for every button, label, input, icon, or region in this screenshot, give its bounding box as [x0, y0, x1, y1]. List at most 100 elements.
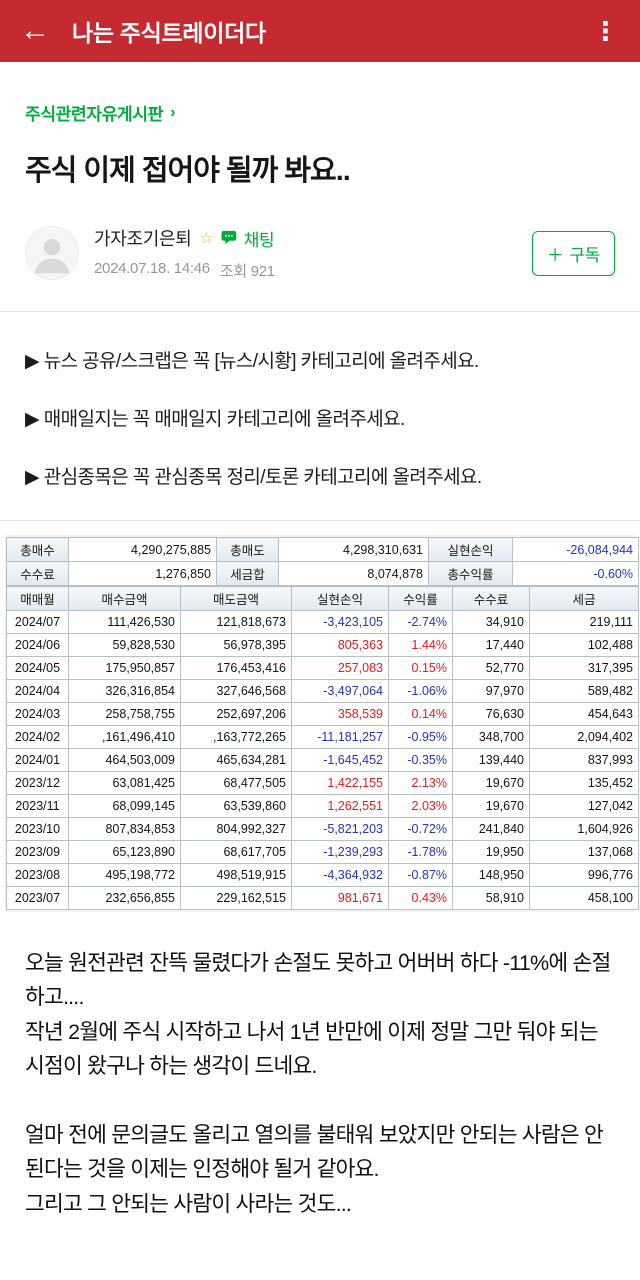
- table-row: 2024/05 175,950,857 176,453,416 257,083 0.15…: [6, 656, 639, 680]
- value-cell: -0.35%: [388, 748, 453, 772]
- notice-line: ▶ 뉴스 공유/스크랩은 꼭 [뉴스/시황] 카테고리에 올려주세요.: [25, 351, 479, 372]
- month-cell: 2024/06: [6, 633, 69, 657]
- value-cell: 348,700: [452, 725, 530, 749]
- value-cell: 0.43%: [388, 886, 453, 910]
- table-header-row: 매매월 매수금액 매도금액 실현손익 수익률 수수료 세금: [6, 586, 639, 611]
- value-cell: 19,670: [452, 794, 530, 818]
- value-cell: -4,364,932: [291, 863, 389, 887]
- month-cell: 2023/07: [6, 886, 69, 910]
- value-cell: 19,950: [452, 840, 530, 864]
- divider: [0, 520, 640, 521]
- value-cell: 804,992,327: [180, 817, 292, 841]
- table-row: 2023/09 65,123,890 68,617,705 -1,239,293 -1.…: [6, 840, 639, 864]
- value-cell: 241,840: [452, 817, 530, 841]
- chat-label: 채팅: [243, 230, 275, 250]
- summary-label-cell: 세금합: [216, 561, 279, 586]
- summary-row: 수수료 1,276,850 세금합 8,074,878 총수익률 -0.60%: [6, 561, 639, 586]
- value-cell: 102,488: [529, 633, 639, 657]
- value-cell: 1,422,155: [291, 771, 389, 795]
- table-row: 2024/03 258,758,755 252,697,206 358,539 0.14…: [6, 702, 639, 726]
- summary-value-cell: 8,074,878: [278, 561, 429, 586]
- table-row: 2023/07 232,656,855 229,162,515 981,671 0.43…: [6, 886, 639, 910]
- value-cell: 19,670: [452, 771, 530, 795]
- value-cell: 175,950,857: [68, 656, 181, 680]
- value-cell: 589,482: [529, 679, 639, 703]
- monthly-table: 매매월 매수금액 매도금액 실현손익 수익률 수수료 세금 2024/07 111,426,5…: [6, 586, 639, 910]
- value-cell: -1.06%: [388, 679, 453, 703]
- author-name[interactable]: 가자조기은퇴: [94, 229, 192, 249]
- chevron-right-icon: ›: [170, 103, 176, 121]
- value-cell: 1.44%: [388, 633, 453, 657]
- value-cell: -0.72%: [388, 817, 453, 841]
- summary-label-cell: 실현손익: [428, 537, 513, 562]
- notice-line: ▶ 관심종목은 꼭 관심종목 정리/토론 카테고리에 올려주세요.: [25, 467, 482, 488]
- value-cell: 63,081,425: [68, 771, 181, 795]
- table-row: 2024/07 111,426,530 121,818,673 -3,423,105-…: [6, 610, 639, 634]
- column-header: 수수료: [452, 586, 530, 611]
- value-cell: -3,423,105: [291, 610, 389, 634]
- month-cell: 2024/02: [6, 725, 69, 749]
- value-cell: 495,198,772: [68, 863, 181, 887]
- value-cell: 458,100: [529, 886, 639, 910]
- app-bar: ← 나는 주식트레이더다 ⋮: [0, 0, 640, 62]
- table-row: 2023/12 63,081,425 68,477,505 1,422,155 2.13…: [6, 771, 639, 795]
- column-header: 매수금액: [68, 586, 181, 611]
- value-cell: 358,539: [291, 702, 389, 726]
- summary-value-cell: 4,298,310,631: [278, 537, 429, 562]
- table-row: 2023/08 495,198,772 498,519,915 -4,364,932-…: [6, 863, 639, 887]
- summary-label-cell: 총매수: [6, 537, 69, 562]
- person-icon: [26, 227, 78, 279]
- value-cell: -0.95%: [388, 725, 453, 749]
- post-body: 오늘 원전관련 잔뜩 물렸다가 손절도 못하고 어버버 하다 -11%에 손절하…: [25, 946, 615, 1221]
- value-cell: 176,453,416: [180, 656, 292, 680]
- column-header: 세금: [529, 586, 639, 611]
- value-cell: 1,604,926: [529, 817, 639, 841]
- month-cell: 2024/05: [6, 656, 69, 680]
- value-cell: 1,262,551: [291, 794, 389, 818]
- more-options-icon[interactable]: ⋮: [592, 15, 618, 46]
- value-cell: 137,068: [529, 840, 639, 864]
- value-cell: -3,497,064: [291, 679, 389, 703]
- trading-summary-table: 총매수 4,290,275,885 총매도 4,298,310,631 실현손익 -26,…: [5, 535, 639, 912]
- value-cell: 58,910: [452, 886, 530, 910]
- month-cell: 2024/04: [6, 679, 69, 703]
- main-table-body: 2024/07 111,426,530 121,818,673 -3,423,105-…: [6, 610, 639, 910]
- value-cell: -0.87%: [388, 863, 453, 887]
- plus-icon: ＋: [546, 245, 564, 265]
- back-arrow-icon[interactable]: ←: [20, 14, 50, 47]
- avatar[interactable]: [25, 226, 79, 280]
- summary-row: 총매수 4,290,275,885 총매도 4,298,310,631 실현손익 -26,…: [6, 537, 639, 562]
- month-cell: 2024/07: [6, 610, 69, 634]
- post-views: 조회 921: [219, 263, 275, 280]
- author-row: 가자조기은퇴 ☆ 채팅 2024.07.18. 14:46 조회 921: [25, 225, 615, 281]
- summary-label-cell: 수수료: [6, 561, 69, 586]
- summary-label-cell: 총수익률: [428, 561, 513, 586]
- notice-list: ▶ 뉴스 공유/스크랩은 꼭 [뉴스/시황] 카테고리에 올려주세요. ▶ 매매일…: [25, 346, 615, 489]
- column-header: 매도금액: [180, 586, 292, 611]
- star-icon: ☆: [199, 230, 213, 247]
- chat-button[interactable]: 채팅: [221, 226, 275, 251]
- value-cell: 0.14%: [388, 702, 453, 726]
- post-date: 2024.07.18. 14:46: [94, 260, 210, 277]
- value-cell: ,161,496,410: [68, 725, 181, 749]
- value-cell: 34,910: [452, 610, 530, 634]
- body-paragraph: 얼마 전에 문의글도 올리고 열의를 불태워 보았지만 안되는 사람은 안된다는…: [25, 1122, 604, 1182]
- table-row: 2024/06 59,828,530 56,978,395 805,363 1.44% 1…: [6, 633, 639, 657]
- value-cell: 807,834,853: [68, 817, 181, 841]
- subscribe-button[interactable]: ＋ 구독: [531, 230, 615, 276]
- value-cell: -1,645,452: [291, 748, 389, 772]
- value-cell: 326,316,854: [68, 679, 181, 703]
- value-cell: 68,477,505: [180, 771, 292, 795]
- value-cell: 465,634,281: [180, 748, 292, 772]
- value-cell: 17,440: [452, 633, 530, 657]
- table-row: 2023/10 807,834,853 804,992,327 -5,821,203-…: [6, 817, 639, 841]
- author-meta: 가자조기은퇴 ☆ 채팅 2024.07.18. 14:46 조회 921: [94, 225, 532, 281]
- breadcrumb[interactable]: 주식관련자유게시판 ›: [25, 100, 175, 125]
- value-cell: 121,818,673: [180, 610, 292, 634]
- month-cell: 2023/08: [6, 863, 69, 887]
- app-bar-title: 나는 주식트레이더다: [72, 20, 266, 46]
- value-cell: -2.74%: [388, 610, 453, 634]
- value-cell: 65,123,890: [68, 840, 181, 864]
- value-cell: 257,083: [291, 656, 389, 680]
- value-cell: 63,539,860: [180, 794, 292, 818]
